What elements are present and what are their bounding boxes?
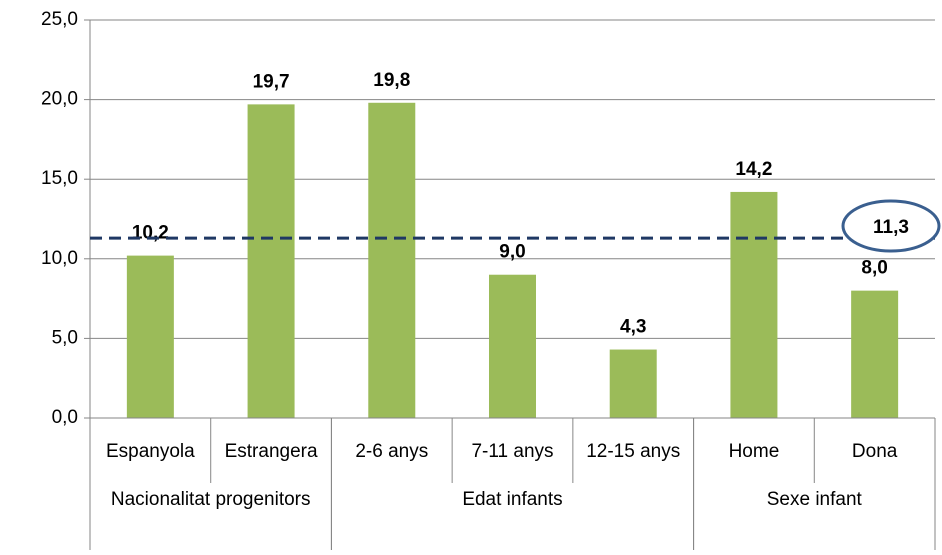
y-tick-label: 0,0 <box>52 407 78 428</box>
y-tick-label: 10,0 <box>41 248 78 269</box>
bar <box>609 349 657 418</box>
bar <box>368 102 416 418</box>
x-tick-label: 2-6 anys <box>355 441 428 462</box>
y-tick-label: 25,0 <box>41 9 78 30</box>
group-label: Edat infants <box>462 489 563 510</box>
value-label: 19,7 <box>253 71 290 92</box>
group-label: Nacionalitat progenitors <box>110 489 311 510</box>
value-label: 4,3 <box>620 317 646 338</box>
x-tick-label: Dona <box>852 441 898 462</box>
x-tick-label: 12-15 anys <box>586 441 680 462</box>
x-tick-label: Espanyola <box>106 441 195 462</box>
bar <box>730 191 778 418</box>
value-label: 19,8 <box>373 70 410 91</box>
x-tick-label: 7-11 anys <box>471 441 553 462</box>
value-label: 8,0 <box>861 258 887 279</box>
y-tick-label: 5,0 <box>52 327 78 348</box>
bar <box>851 290 899 418</box>
y-tick-label: 20,0 <box>41 89 78 110</box>
bar <box>126 255 174 418</box>
bar <box>489 274 536 418</box>
group-label: Sexe infant <box>766 489 862 510</box>
bar <box>247 104 295 418</box>
value-label: 14,2 <box>735 159 772 180</box>
y-tick-label: 15,0 <box>41 168 78 189</box>
value-label: 10,2 <box>132 223 169 244</box>
value-label: 9,0 <box>499 242 525 263</box>
reference-label: 11,3 <box>873 217 909 238</box>
x-tick-label: Estrangera <box>225 441 318 462</box>
highlight-ellipse <box>841 199 941 253</box>
x-tick-label: Home <box>729 441 780 462</box>
